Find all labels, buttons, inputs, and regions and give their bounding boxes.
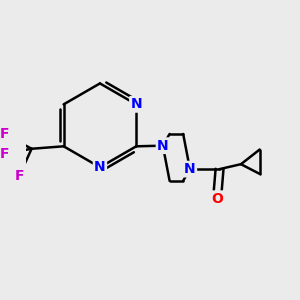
Text: N: N: [157, 139, 169, 153]
Text: N: N: [184, 162, 196, 176]
Text: F: F: [0, 127, 9, 141]
Text: O: O: [211, 192, 223, 206]
Text: F: F: [0, 147, 9, 161]
Text: F: F: [14, 169, 24, 183]
Text: N: N: [130, 98, 142, 111]
Text: N: N: [94, 160, 106, 174]
